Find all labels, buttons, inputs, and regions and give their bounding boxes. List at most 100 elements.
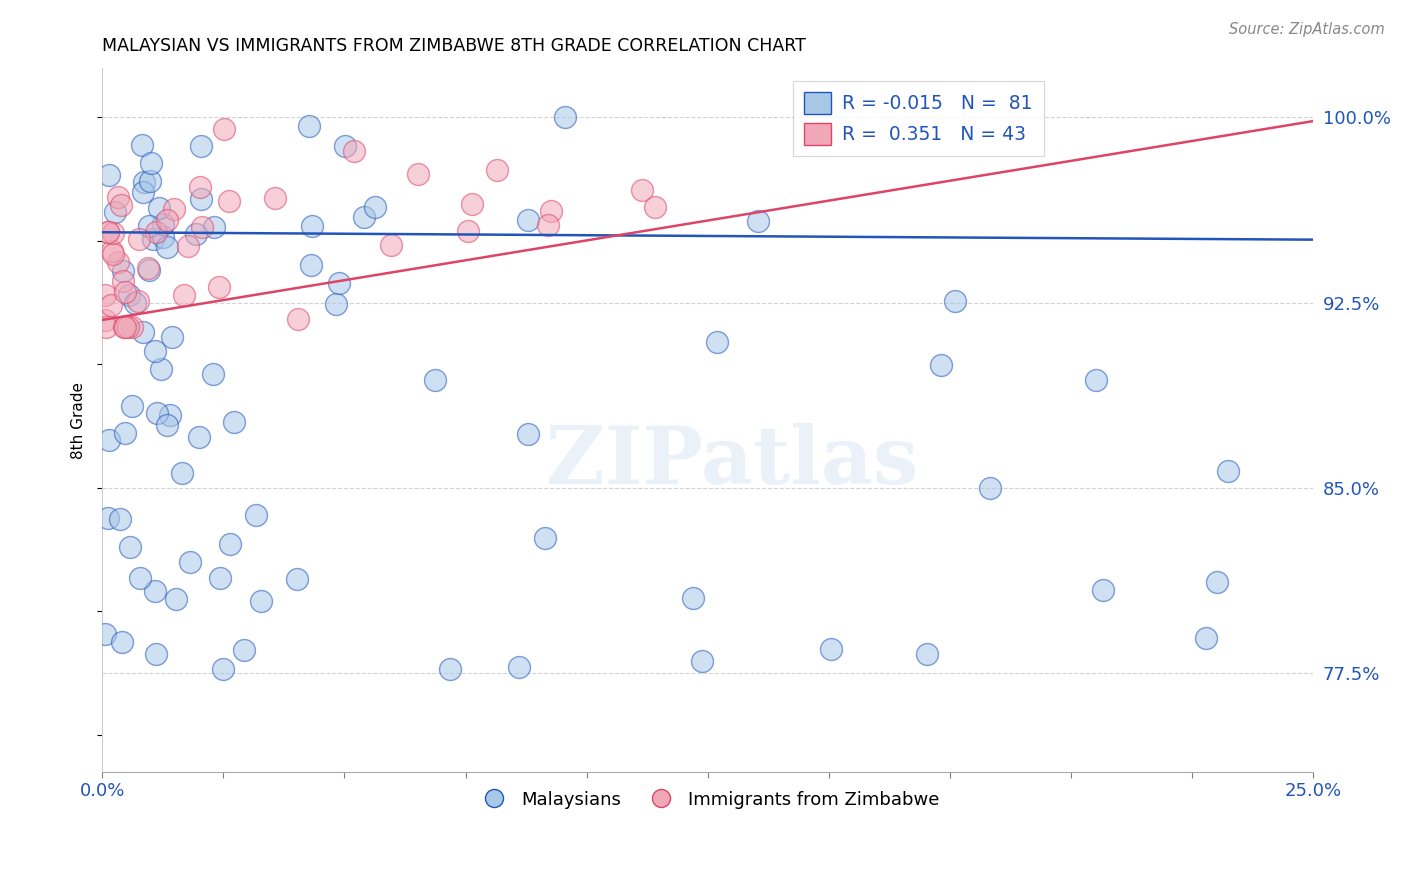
- Point: [245, 508, 267, 523]
- Point: [209, 571, 232, 585]
- Point: [104, 205, 127, 219]
- Text: ZIPatlas: ZIPatlas: [546, 424, 918, 501]
- Point: [120, 541, 142, 555]
- Point: [117, 320, 139, 334]
- Point: [682, 591, 704, 605]
- Point: [111, 635, 134, 649]
- Point: [128, 232, 150, 246]
- Point: [136, 261, 159, 276]
- Point: [1092, 582, 1115, 597]
- Point: [107, 254, 129, 268]
- Point: [145, 647, 167, 661]
- Point: [201, 368, 224, 382]
- Point: [112, 264, 135, 278]
- Point: [190, 192, 212, 206]
- Point: [534, 531, 557, 545]
- Point: [353, 211, 375, 225]
- Point: [218, 537, 240, 551]
- Point: [97, 511, 120, 525]
- Point: [212, 662, 235, 676]
- Point: [112, 320, 135, 334]
- Point: [131, 137, 153, 152]
- Point: [148, 202, 170, 216]
- Point: [187, 430, 209, 444]
- Point: [406, 167, 429, 181]
- Point: [165, 591, 187, 606]
- Point: [202, 219, 225, 234]
- Point: [145, 225, 167, 239]
- Point: [114, 285, 136, 299]
- Point: [131, 186, 153, 200]
- Point: [943, 293, 966, 308]
- Point: [1206, 574, 1229, 589]
- Point: [820, 641, 842, 656]
- Point: [138, 262, 160, 277]
- Point: [121, 399, 143, 413]
- Point: [380, 237, 402, 252]
- Point: [747, 213, 769, 227]
- Point: [486, 163, 509, 178]
- Point: [457, 224, 479, 238]
- Point: [146, 406, 169, 420]
- Text: MALAYSIAN VS IMMIGRANTS FROM ZIMBABWE 8TH GRADE CORRELATION CHART: MALAYSIAN VS IMMIGRANTS FROM ZIMBABWE 8T…: [103, 37, 806, 55]
- Point: [152, 229, 174, 244]
- Point: [150, 362, 173, 376]
- Point: [298, 120, 321, 134]
- Point: [163, 202, 186, 216]
- Point: [706, 335, 728, 350]
- Point: [423, 373, 446, 387]
- Point: [263, 191, 285, 205]
- Point: [540, 203, 562, 218]
- Point: [93, 627, 115, 641]
- Point: [94, 320, 117, 334]
- Point: [98, 434, 121, 448]
- Point: [517, 213, 540, 227]
- Point: [287, 572, 309, 586]
- Point: [93, 288, 115, 302]
- Point: [554, 110, 576, 124]
- Point: [139, 174, 162, 188]
- Point: [129, 571, 152, 585]
- Point: [152, 217, 174, 231]
- Point: [114, 320, 136, 334]
- Point: [224, 415, 246, 429]
- Point: [107, 190, 129, 204]
- Point: [103, 226, 125, 240]
- Point: [328, 276, 350, 290]
- Point: [536, 219, 558, 233]
- Point: [299, 258, 322, 272]
- Point: [179, 555, 201, 569]
- Point: [156, 239, 179, 253]
- Point: [218, 194, 240, 208]
- Point: [333, 138, 356, 153]
- Point: [138, 219, 160, 234]
- Point: [159, 408, 181, 422]
- Point: [108, 512, 131, 526]
- Point: [287, 312, 309, 326]
- Point: [124, 296, 146, 310]
- Point: [188, 180, 211, 194]
- Point: [143, 583, 166, 598]
- Point: [132, 175, 155, 189]
- Point: [915, 647, 938, 661]
- Point: [141, 231, 163, 245]
- Point: [176, 239, 198, 253]
- Point: [93, 313, 115, 327]
- Point: [929, 359, 952, 373]
- Text: Source: ZipAtlas.com: Source: ZipAtlas.com: [1229, 22, 1385, 37]
- Point: [101, 244, 124, 258]
- Point: [233, 643, 256, 657]
- Point: [127, 293, 149, 308]
- Point: [118, 287, 141, 301]
- Point: [439, 662, 461, 676]
- Legend: Malaysians, Immigrants from Zimbabwe: Malaysians, Immigrants from Zimbabwe: [470, 783, 946, 816]
- Point: [212, 121, 235, 136]
- Point: [508, 660, 530, 674]
- Point: [100, 298, 122, 312]
- Point: [191, 219, 214, 234]
- Point: [250, 594, 273, 608]
- Point: [101, 246, 124, 260]
- Point: [172, 466, 194, 480]
- Point: [97, 169, 120, 183]
- Point: [325, 297, 347, 311]
